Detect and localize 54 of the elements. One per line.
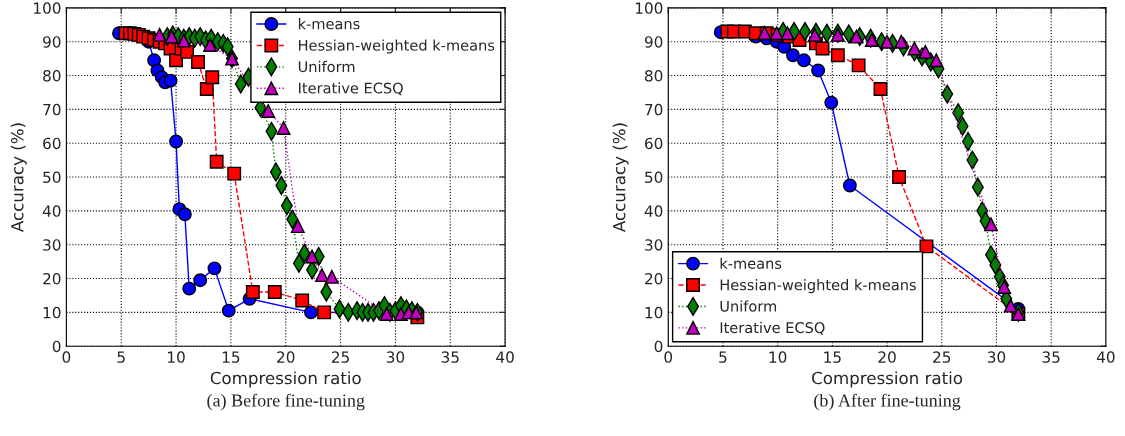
y-tick-label: 80 [644, 69, 663, 82]
y-tick-label: 100 [34, 2, 61, 14]
y-tick-label: 0 [654, 340, 663, 353]
x-tick-label: 40 [1096, 351, 1115, 363]
y-tick-label: 40 [644, 205, 663, 217]
y-tick-label: 0 [52, 340, 61, 353]
y-tick-label: 30 [43, 239, 61, 251]
x-axis-title: Compression ratio [210, 371, 361, 388]
x-tick-label: 10 [769, 351, 787, 363]
legend-label: Iterative ECSQ [720, 321, 825, 335]
x-tick-label: 5 [117, 351, 125, 363]
legend-label: Iterative ECSQ [299, 82, 403, 96]
y-tick-label: 100 [635, 2, 663, 14]
x-tick-label: 20 [878, 351, 896, 363]
x-tick-label: 5 [719, 351, 727, 363]
y-tick-label: 90 [43, 36, 61, 48]
x-tick-label: 10 [168, 351, 185, 363]
y-tick-label: 60 [645, 137, 663, 150]
y-tick-label: 60 [43, 137, 61, 150]
legend-label: k-means [298, 18, 360, 30]
y-axis-title: Accuracy (%) [612, 123, 629, 232]
x-tick-label: 0 [664, 351, 673, 363]
y-tick-label: 50 [43, 171, 61, 184]
x-tick-label: 25 [933, 351, 951, 363]
y-tick-label: 50 [645, 171, 663, 184]
x-tick-label: 15 [222, 351, 240, 363]
y-tick-label: 70 [645, 103, 663, 116]
x-tick-label: 25 [331, 351, 349, 363]
y-tick-label: 80 [43, 69, 61, 82]
y-tick-label: 20 [43, 272, 61, 285]
y-tick-label: 30 [645, 239, 663, 251]
text: (a) Before fine-tuning [207, 393, 365, 411]
y-tick-label: 70 [43, 103, 61, 116]
x-tick-label: 0 [62, 351, 71, 363]
text: (b) After fine-tuning [814, 393, 961, 411]
y-tick-label: 40 [42, 205, 61, 217]
x-tick-label: 30 [987, 351, 1006, 363]
y-tick-label: 90 [644, 36, 663, 48]
legend-label: k-means [720, 257, 782, 269]
y-tick-label: 20 [645, 272, 663, 285]
y-tick-label: 10 [645, 306, 663, 319]
x-tick-label: 30 [386, 351, 405, 363]
legend-label: Hessian-weighted k-means [299, 39, 495, 54]
y-axis-title: Accuracy (%) [10, 123, 27, 232]
x-axis-title: Compression ratio [812, 371, 963, 388]
x-tick-label: 15 [824, 351, 841, 363]
x-tick-label: 35 [441, 351, 459, 363]
legend-label: Uniform [720, 300, 777, 312]
legend-label: Hessian-weighted k-means [720, 279, 916, 294]
legend-label: Uniform [298, 60, 355, 73]
x-tick-label: 20 [277, 351, 295, 363]
x-tick-label: 35 [1042, 351, 1060, 363]
y-tick-label: 10 [43, 306, 61, 319]
x-tick-label: 40 [496, 351, 514, 363]
